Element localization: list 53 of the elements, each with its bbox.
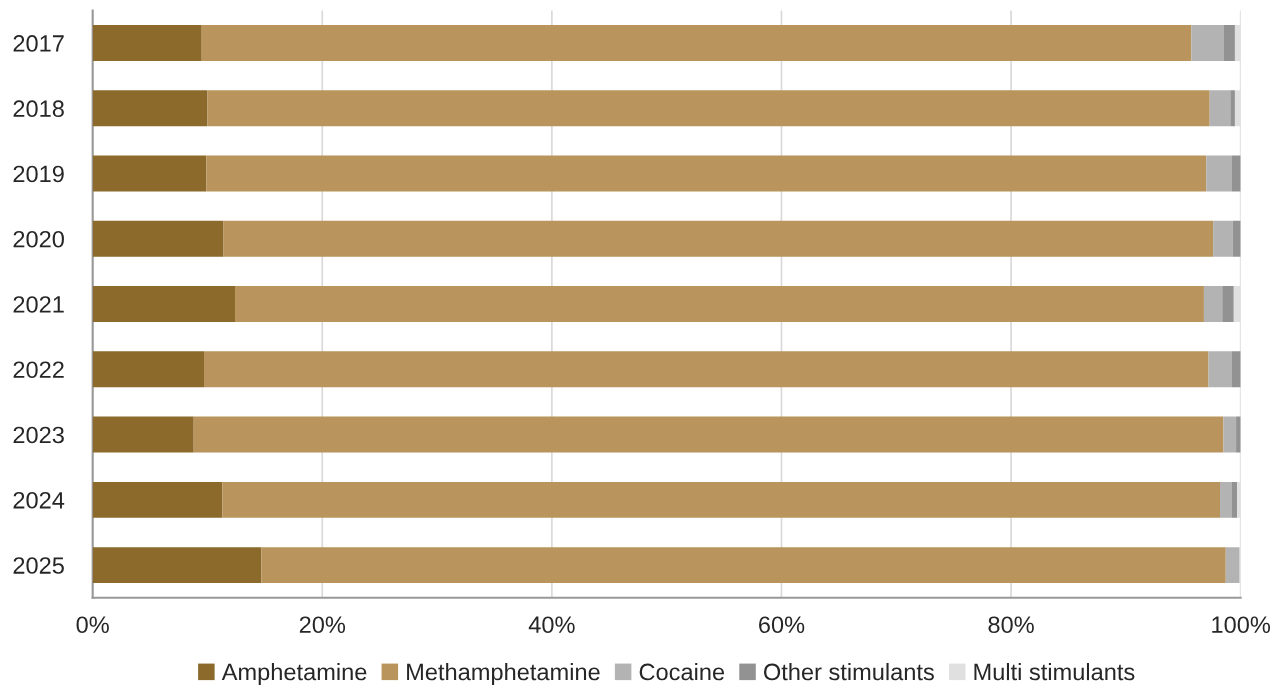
legend-label: Amphetamine xyxy=(221,663,367,686)
y-tick-label: 2021 xyxy=(13,296,64,313)
bar xyxy=(1203,286,1223,323)
x-tick-label: 0% xyxy=(76,616,109,634)
x-tick-label: 80% xyxy=(988,616,1034,634)
y-tick-label: 2018 xyxy=(13,100,64,118)
y-tick-label: 2017 xyxy=(13,35,64,52)
bar xyxy=(201,25,1192,61)
x-tick-label: 60% xyxy=(759,616,805,634)
legend-label: Cocaine xyxy=(639,663,725,681)
bar xyxy=(1213,220,1233,257)
bar xyxy=(92,25,202,61)
bar xyxy=(235,286,1204,323)
bar xyxy=(222,481,1220,518)
y-tick-label: 2025 xyxy=(13,557,64,574)
legend-label: Other stimulants xyxy=(764,663,934,681)
y-tick-label: 2024 xyxy=(13,491,65,509)
x-tick-label: 40% xyxy=(528,616,575,634)
bar xyxy=(1222,286,1234,323)
bar xyxy=(92,547,262,584)
y-tick-label: 2023 xyxy=(13,426,64,444)
bar xyxy=(1231,351,1241,388)
bar xyxy=(1206,155,1232,192)
bar xyxy=(1231,481,1238,518)
bar xyxy=(261,547,1226,584)
y-tick-label: 2022 xyxy=(13,361,64,379)
bar xyxy=(1208,351,1232,388)
y-tick-label: 2019 xyxy=(13,165,64,183)
bar xyxy=(1225,547,1240,584)
bar xyxy=(1191,25,1224,61)
legend-label: Multi stimulants xyxy=(974,663,1135,681)
bar xyxy=(1209,90,1231,127)
bar xyxy=(193,416,1224,453)
y-tick-label: 2020 xyxy=(13,230,64,248)
bar xyxy=(1220,481,1232,518)
x-tick-label: 20% xyxy=(299,616,346,634)
bar xyxy=(1231,155,1241,192)
bar xyxy=(1223,25,1235,61)
bar xyxy=(206,155,1207,192)
bar xyxy=(92,220,224,257)
bar xyxy=(92,416,194,453)
bar xyxy=(204,351,1209,388)
bar xyxy=(92,351,205,388)
bar xyxy=(92,155,207,192)
x-tick-label: 100% xyxy=(1212,616,1271,634)
bar xyxy=(207,90,1210,127)
bar xyxy=(92,481,223,518)
bar xyxy=(92,286,236,323)
bar xyxy=(1223,416,1237,453)
legend-label: Methamphetamine xyxy=(407,663,600,686)
bar xyxy=(1230,90,1235,127)
bar xyxy=(92,90,208,127)
bar xyxy=(223,220,1214,257)
